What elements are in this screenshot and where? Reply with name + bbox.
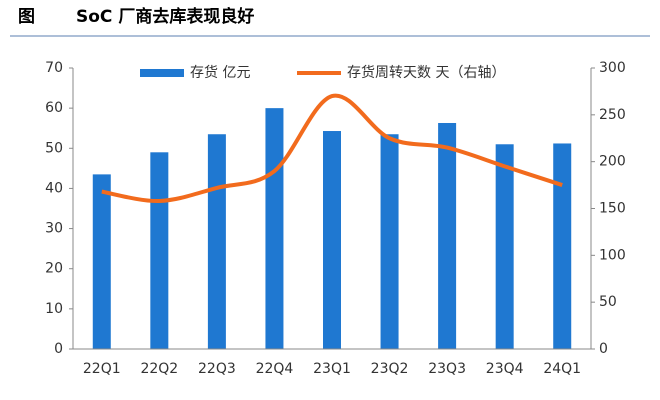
bar — [265, 108, 284, 350]
y-tick-label: 50 — [45, 140, 63, 156]
y-tick-label: 70 — [45, 60, 63, 76]
y2-tick-label: 200 — [599, 154, 626, 170]
bar — [150, 152, 169, 349]
bar — [323, 131, 341, 349]
bar — [438, 122, 457, 349]
y2-tick-label: 300 — [599, 60, 626, 76]
x-tick-label: 23Q4 — [486, 361, 524, 377]
chart-title: SoC 厂商去库表现良好 — [76, 6, 254, 27]
x-tick-label: 23Q1 — [313, 361, 351, 377]
x-tick-label: 23Q3 — [428, 361, 466, 377]
x-tick-label: 22Q2 — [140, 361, 178, 377]
y2-tick-label: 250 — [599, 107, 626, 123]
y2-tick-label: 50 — [599, 294, 617, 310]
x-tick-label: 22Q3 — [198, 361, 236, 377]
y-tick-label: 20 — [45, 261, 63, 277]
y2-tick-label: 150 — [599, 201, 626, 217]
y-tick-label: 60 — [45, 100, 63, 116]
y2-tick-label: 0 — [599, 341, 608, 357]
y-tick-label: 30 — [45, 221, 63, 237]
y2-tick-label: 100 — [599, 247, 626, 263]
legend-label: 存货周转天数 天（右轴） — [347, 64, 505, 81]
y-tick-label: 10 — [45, 301, 63, 317]
bar — [553, 143, 572, 349]
y-tick-label: 40 — [45, 180, 63, 196]
legend-swatch — [140, 69, 184, 77]
x-tick-label: 23Q2 — [371, 361, 409, 377]
figure-label: 图 — [18, 7, 35, 27]
y-tick-label: 0 — [54, 341, 63, 357]
line — [101, 93, 563, 204]
bar — [495, 144, 514, 349]
legend-label: 存货 亿元 — [190, 64, 250, 81]
x-tick-label: 24Q1 — [543, 361, 581, 377]
bar — [207, 134, 226, 349]
x-tick-label: 22Q4 — [256, 361, 294, 377]
bar — [92, 174, 111, 349]
bar — [380, 134, 399, 349]
x-tick-label: 22Q1 — [83, 361, 121, 377]
